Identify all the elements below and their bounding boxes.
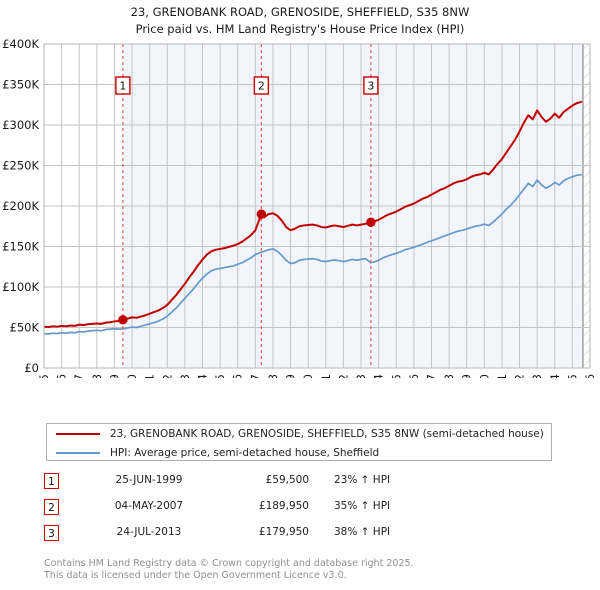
legend-swatch-price-paid-icon [56, 432, 100, 435]
transaction-markers: 1 2 3 [115, 44, 379, 368]
transactions-table: 1 25-JUN-1999 £59,500 23% ↑ HPI 2 04-MAY-2007… [44, 470, 474, 548]
x-tick-label: 2010 [301, 374, 315, 378]
x-tick-label: 1998 [90, 374, 104, 378]
table-row: 2 04-MAY-2007 £189,950 35% ↑ HPI [44, 496, 474, 522]
footer-line-1: Contains HM Land Registry data © Crown c… [44, 558, 414, 569]
transaction-price: £189,950 [258, 500, 309, 512]
plot-border [43, 43, 591, 369]
y-tick-label: £50K [10, 321, 40, 335]
marker-label-box[interactable] [115, 76, 131, 95]
transaction-date: 25-JUN-1999 [115, 474, 183, 486]
transaction-point-marker[interactable] [118, 315, 128, 325]
transaction-index-badge: 3 [44, 525, 59, 541]
y-tick-label: £100K [2, 280, 39, 294]
x-tick-label: 2022 [513, 374, 527, 378]
transaction-hpi-delta: 23% ↑ HPI [334, 474, 391, 486]
chart-area: £0 £50K £100K £150K £200K £250K £300K £350K £400… [0, 38, 600, 378]
data-series [44, 100, 583, 335]
transaction-index-badge: 1 [44, 473, 59, 489]
x-tick-label: 2011 [319, 374, 333, 378]
marker-label-text: 3 [367, 80, 374, 93]
marker-label-text: 1 [119, 80, 126, 93]
title-line-2: Price paid vs. HM Land Registry's House … [135, 22, 465, 36]
x-tick-label: 2023 [530, 374, 544, 378]
marker-label-box[interactable] [363, 76, 379, 95]
legend-label-price-paid: 23, GRENOBANK ROAD, GRENOSIDE, SHEFFIELD… [110, 427, 544, 440]
series-line-price-paid [44, 100, 583, 329]
series-line-hpi [44, 173, 583, 335]
y-tick-label: £150K [2, 240, 39, 254]
x-tick-label: 2024 [548, 374, 562, 378]
y-tick-label: £300K [2, 118, 39, 132]
x-tick-label: 2005 [213, 374, 227, 378]
title-line-1: 23, GRENOBANK ROAD, GRENOSIDE, SHEFFIELD… [130, 5, 470, 19]
transaction-hpi-delta: 38% ↑ HPI [334, 526, 391, 538]
x-tick-label: 2007 [248, 374, 262, 378]
y-tick-label: £200K [2, 199, 39, 213]
x-tick-label: 2019 [460, 374, 474, 378]
x-tick-label: 2004 [196, 374, 210, 378]
y-tick-label: £350K [2, 78, 39, 92]
chart-legend: 23, GRENOBANK ROAD, GRENOSIDE, SHEFFIELD… [46, 423, 552, 461]
x-tick-label: 1999 [107, 374, 121, 378]
price-history-line-chart: £0 £50K £100K £150K £200K £250K £300K £350K £400… [2, 38, 597, 378]
x-tick-label: 2000 [125, 374, 139, 378]
legend-swatch-hpi-icon [56, 451, 100, 454]
x-tick-label: 2021 [495, 374, 509, 378]
x-tick-label: 2017 [424, 374, 438, 378]
transaction-price: £179,950 [258, 526, 309, 538]
x-tick-label: 1997 [72, 374, 86, 378]
x-tick-label: 1996 [55, 374, 69, 378]
marker-label-text: 2 [258, 80, 265, 93]
x-tick-label: 2015 [389, 374, 403, 378]
y-axis-tick-labels: £0 £50K £100K £150K £200K £250K £300K £350K £400… [2, 38, 39, 375]
x-tick-label: 2012 [336, 374, 350, 378]
x-tick-label: 2001 [143, 374, 157, 378]
x-tick-label: 2013 [354, 374, 368, 378]
x-tick-label: 2003 [178, 374, 192, 378]
transaction-point-marker[interactable] [366, 217, 376, 227]
x-tick-label: 2008 [266, 374, 280, 378]
page-title: 23, GRENOBANK ROAD, GRENOSIDE, SHEFFIELD… [0, 4, 600, 38]
table-row: 3 24-JUL-2013 £179,950 38% ↑ HPI [44, 522, 474, 548]
transaction-hpi-delta: 35% ↑ HPI [334, 500, 391, 512]
x-axis-tick-labels: 1995 19961997 19981999 2000 20012002 2003 2004… [37, 374, 597, 378]
x-tick-label: 2026 [583, 374, 597, 378]
y-tick-label: £400K [2, 38, 39, 51]
y-tick-label: £250K [2, 159, 39, 173]
legend-label-hpi: HPI: Average price, semi-detached house,… [110, 446, 380, 459]
footer-attribution: Contains HM Land Registry data © Crown c… [44, 558, 584, 582]
gridlines [43, 43, 591, 369]
x-tick-label: 2006 [231, 374, 245, 378]
x-tick-label: 2016 [407, 374, 421, 378]
x-tick-label: 2018 [442, 374, 456, 378]
x-tick-label: 2014 [372, 374, 386, 378]
transaction-point-marker[interactable] [256, 209, 267, 219]
x-tick-label: 2025 [565, 374, 579, 378]
x-tick-label: 2020 [477, 374, 491, 378]
transaction-date: 24-JUL-2013 [116, 526, 182, 538]
legend-item-hpi: HPI: Average price, semi-detached house,… [47, 443, 379, 462]
footer-line-2: This data is licensed under the Open Gov… [44, 570, 347, 581]
marker-label-box[interactable] [253, 76, 270, 95]
x-tick-label: 2002 [160, 374, 174, 378]
x-tick-label: 1995 [37, 374, 51, 378]
transaction-date: 04-MAY-2007 [114, 500, 184, 512]
x-tick-label: 2009 [284, 374, 298, 378]
y-tick-label: £0 [24, 361, 39, 375]
transaction-index-badge: 2 [44, 499, 59, 515]
transaction-price: £59,500 [265, 474, 309, 486]
table-row: 1 25-JUN-1999 £59,500 23% ↑ HPI [44, 470, 474, 496]
legend-item-price-paid: 23, GRENOBANK ROAD, GRENOSIDE, SHEFFIELD… [47, 424, 544, 443]
